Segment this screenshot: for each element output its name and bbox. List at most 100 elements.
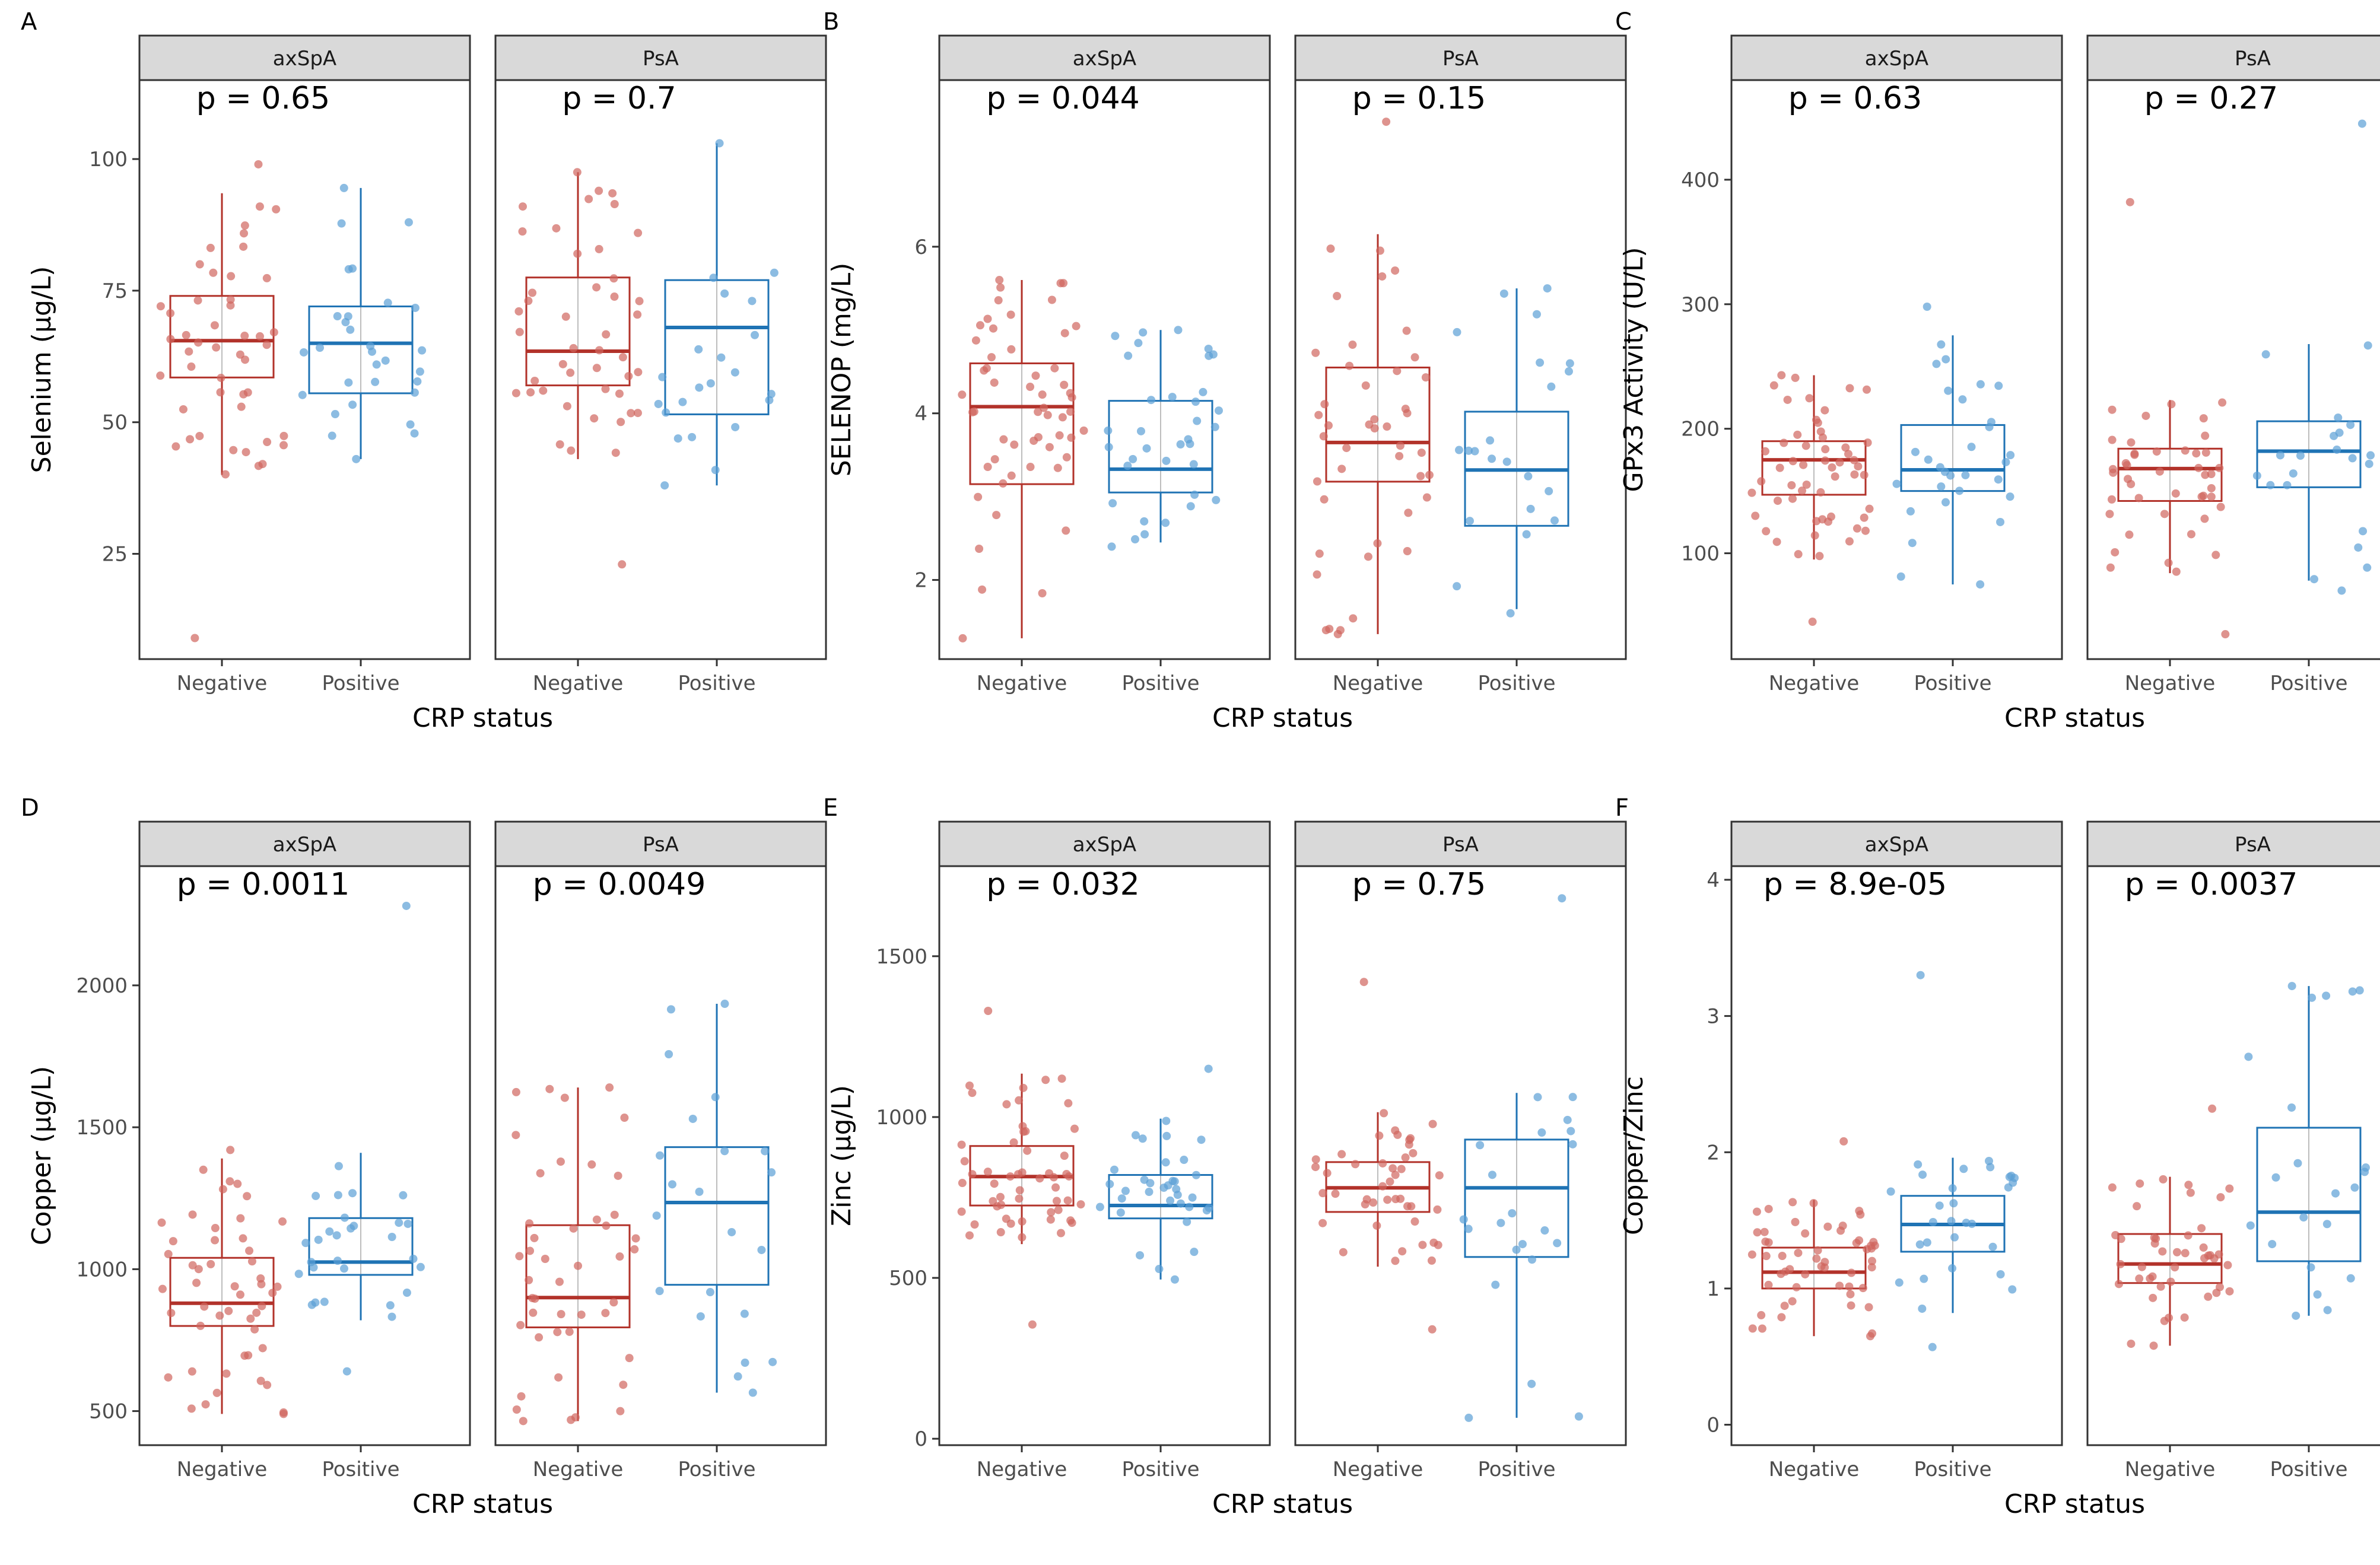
data-point xyxy=(1845,384,1854,393)
y-axis-title: SELENOP (mg/L) xyxy=(827,263,857,477)
data-point xyxy=(1801,1270,1810,1278)
data-point xyxy=(1826,512,1835,521)
data-point xyxy=(1007,345,1016,354)
data-point xyxy=(519,202,528,211)
data-point xyxy=(250,1325,259,1334)
data-point xyxy=(1839,1137,1848,1146)
data-point xyxy=(2214,1250,2223,1259)
data-point xyxy=(272,205,281,214)
data-point xyxy=(1918,1304,1927,1313)
facet-strip-label: PsA xyxy=(2235,47,2271,71)
data-point xyxy=(2211,551,2220,559)
data-point xyxy=(984,1007,993,1015)
data-point xyxy=(1006,310,1015,319)
data-point xyxy=(1984,1157,1993,1166)
data-point xyxy=(256,1274,265,1283)
data-point xyxy=(2149,1341,2158,1350)
data-point xyxy=(1095,1203,1104,1211)
data-point xyxy=(1761,447,1769,456)
data-point xyxy=(602,330,611,339)
data-point xyxy=(1168,393,1177,402)
data-point xyxy=(1380,1109,1388,1118)
data-point xyxy=(1868,1329,1877,1338)
data-point xyxy=(1777,1270,1785,1278)
data-point xyxy=(1190,490,1199,499)
data-point xyxy=(387,1312,396,1321)
data-point xyxy=(1382,117,1391,126)
data-point xyxy=(1454,446,1463,454)
data-point xyxy=(748,297,757,306)
data-point xyxy=(1942,355,1950,364)
data-point xyxy=(526,388,535,397)
data-point xyxy=(188,1261,197,1270)
data-point xyxy=(156,302,165,311)
data-point xyxy=(1812,1254,1821,1263)
data-point xyxy=(1935,1201,1944,1210)
data-point xyxy=(185,347,193,356)
data-point xyxy=(1066,407,1075,416)
data-point xyxy=(553,1328,562,1337)
data-point xyxy=(1212,495,1221,504)
data-point xyxy=(1130,535,1139,544)
data-point xyxy=(555,440,564,449)
data-point xyxy=(1006,1219,1015,1228)
data-point xyxy=(1778,1251,1787,1260)
data-point xyxy=(230,1282,239,1291)
data-point xyxy=(1553,1239,1562,1248)
data-point xyxy=(1459,1215,1468,1224)
data-point xyxy=(656,1151,665,1160)
data-point xyxy=(1319,432,1328,441)
data-point xyxy=(1944,386,1953,395)
data-point xyxy=(245,1246,254,1255)
data-point xyxy=(2006,492,2014,501)
data-point xyxy=(1315,549,1324,558)
data-point xyxy=(2221,630,2230,639)
data-point xyxy=(1821,445,1830,454)
facet-strip-label: PsA xyxy=(2235,833,2271,857)
chart-panel-A: A Selenium (µg/L) 25 50 75 100 CRP status axSpA… xyxy=(21,8,827,733)
data-point xyxy=(1186,440,1194,448)
data-point xyxy=(1916,971,1925,979)
facet-frame xyxy=(1294,79,1627,660)
data-point xyxy=(761,1147,770,1156)
data-point xyxy=(2271,1173,2280,1182)
data-point xyxy=(1470,447,1479,456)
chart-panel-B: B SELENOP (mg/L) 2 4 6 CRP status axSpA Negativ… xyxy=(823,8,1627,733)
data-point xyxy=(587,1160,596,1169)
data-point xyxy=(1019,1083,1028,1092)
data-point xyxy=(1038,589,1047,598)
data-point xyxy=(1040,403,1048,412)
data-point xyxy=(2215,463,2224,472)
data-point xyxy=(1015,1194,1024,1203)
data-point xyxy=(694,345,703,354)
data-point xyxy=(584,195,593,203)
data-point xyxy=(2292,1311,2300,1320)
data-point xyxy=(1193,416,1202,425)
data-point xyxy=(1565,359,1574,368)
data-point xyxy=(511,1131,520,1140)
facet-frame xyxy=(1294,865,1627,1446)
data-point xyxy=(402,901,411,910)
data-point xyxy=(571,1413,580,1422)
data-point xyxy=(2150,1233,2159,1242)
data-point xyxy=(2201,431,2210,440)
data-point xyxy=(2346,421,2355,430)
data-point xyxy=(1336,626,1345,635)
box-group-positive: Positive xyxy=(652,1000,777,1481)
data-point xyxy=(1794,550,1803,559)
facet-strip-label: PsA xyxy=(643,47,679,71)
data-point xyxy=(236,1290,244,1299)
data-point xyxy=(2313,1290,2322,1299)
data-point xyxy=(2252,471,2261,480)
data-point xyxy=(1104,443,1113,451)
data-point xyxy=(1123,462,1132,470)
data-point xyxy=(268,1289,277,1297)
data-point xyxy=(590,414,599,423)
data-point xyxy=(1948,1264,1957,1273)
data-point xyxy=(2164,558,2173,567)
data-point xyxy=(1486,436,1495,445)
data-point xyxy=(610,1210,619,1219)
y-tick-label: 500 xyxy=(89,1400,128,1424)
data-point xyxy=(1313,477,1321,486)
x-tick-label: Negative xyxy=(2125,1458,2216,1481)
